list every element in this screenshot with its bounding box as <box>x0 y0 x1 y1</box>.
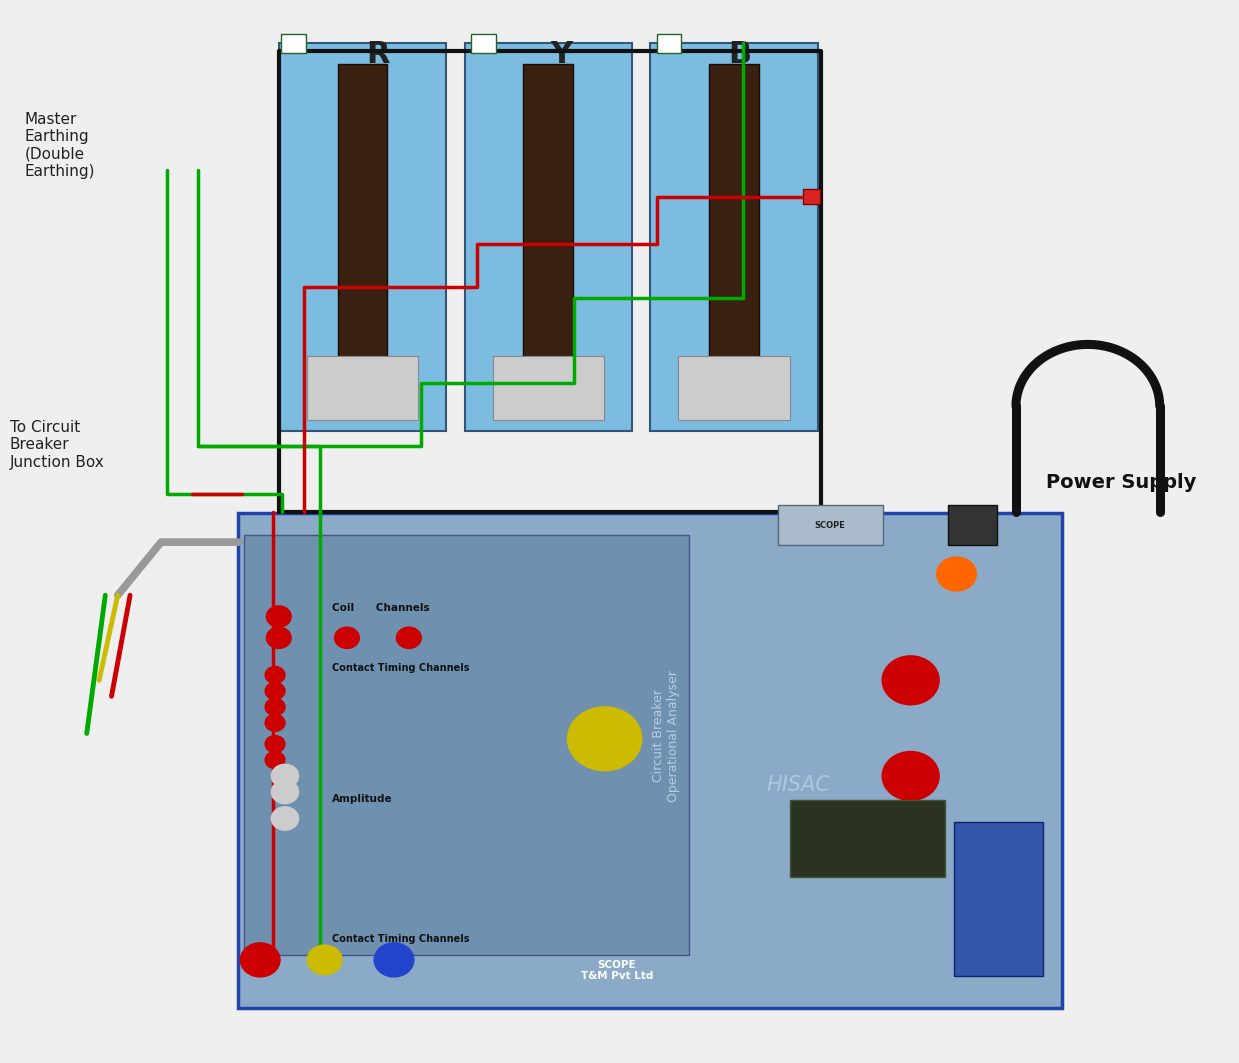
Text: Master
Earthing
(Double
Earthing): Master Earthing (Double Earthing) <box>25 112 95 179</box>
Circle shape <box>567 707 642 771</box>
Bar <box>948 505 997 545</box>
Circle shape <box>271 764 299 788</box>
Circle shape <box>266 606 291 627</box>
Bar <box>778 505 883 545</box>
Text: R: R <box>367 40 389 69</box>
Circle shape <box>266 627 291 648</box>
Circle shape <box>374 943 414 977</box>
Text: Circuit Breaker
Operational Analyser: Circuit Breaker Operational Analyser <box>653 670 680 802</box>
Bar <box>657 34 681 53</box>
Text: Power Supply: Power Supply <box>1046 473 1197 492</box>
Bar <box>244 535 689 955</box>
Bar <box>650 43 818 431</box>
Text: SCOPE
T&M Pvt Ltd: SCOPE T&M Pvt Ltd <box>581 960 653 981</box>
Text: To Circuit
Breaker
Junction Box: To Circuit Breaker Junction Box <box>10 420 104 470</box>
Circle shape <box>265 714 285 731</box>
Bar <box>954 822 1043 976</box>
Bar <box>337 64 387 409</box>
Text: HISAC: HISAC <box>766 775 830 795</box>
Bar <box>279 43 446 431</box>
Circle shape <box>882 752 939 800</box>
Circle shape <box>937 557 976 591</box>
Text: SCOPE: SCOPE <box>815 521 845 529</box>
Bar <box>803 189 820 204</box>
Bar <box>790 800 945 877</box>
Bar <box>306 356 419 420</box>
Circle shape <box>335 627 359 648</box>
Bar <box>679 356 790 420</box>
Circle shape <box>307 945 342 975</box>
Text: Amplitude: Amplitude <box>332 794 393 805</box>
Circle shape <box>265 682 285 699</box>
Text: Contact Timing Channels: Contact Timing Channels <box>332 933 470 944</box>
Circle shape <box>265 698 285 715</box>
Text: Y: Y <box>550 40 572 69</box>
Bar <box>523 64 572 409</box>
Text: B: B <box>729 40 751 69</box>
Text: Contact Timing Channels: Contact Timing Channels <box>332 662 470 673</box>
Circle shape <box>265 667 285 684</box>
Circle shape <box>240 943 280 977</box>
Circle shape <box>396 627 421 648</box>
Circle shape <box>271 780 299 804</box>
Bar <box>471 34 496 53</box>
Circle shape <box>271 807 299 830</box>
Circle shape <box>265 736 285 753</box>
Bar <box>281 34 306 53</box>
Bar <box>465 43 632 431</box>
Text: Coil      Channels: Coil Channels <box>332 603 430 613</box>
FancyBboxPatch shape <box>238 513 1062 1008</box>
Circle shape <box>882 656 939 705</box>
Circle shape <box>265 752 285 769</box>
Bar <box>492 356 605 420</box>
Bar <box>709 64 758 409</box>
